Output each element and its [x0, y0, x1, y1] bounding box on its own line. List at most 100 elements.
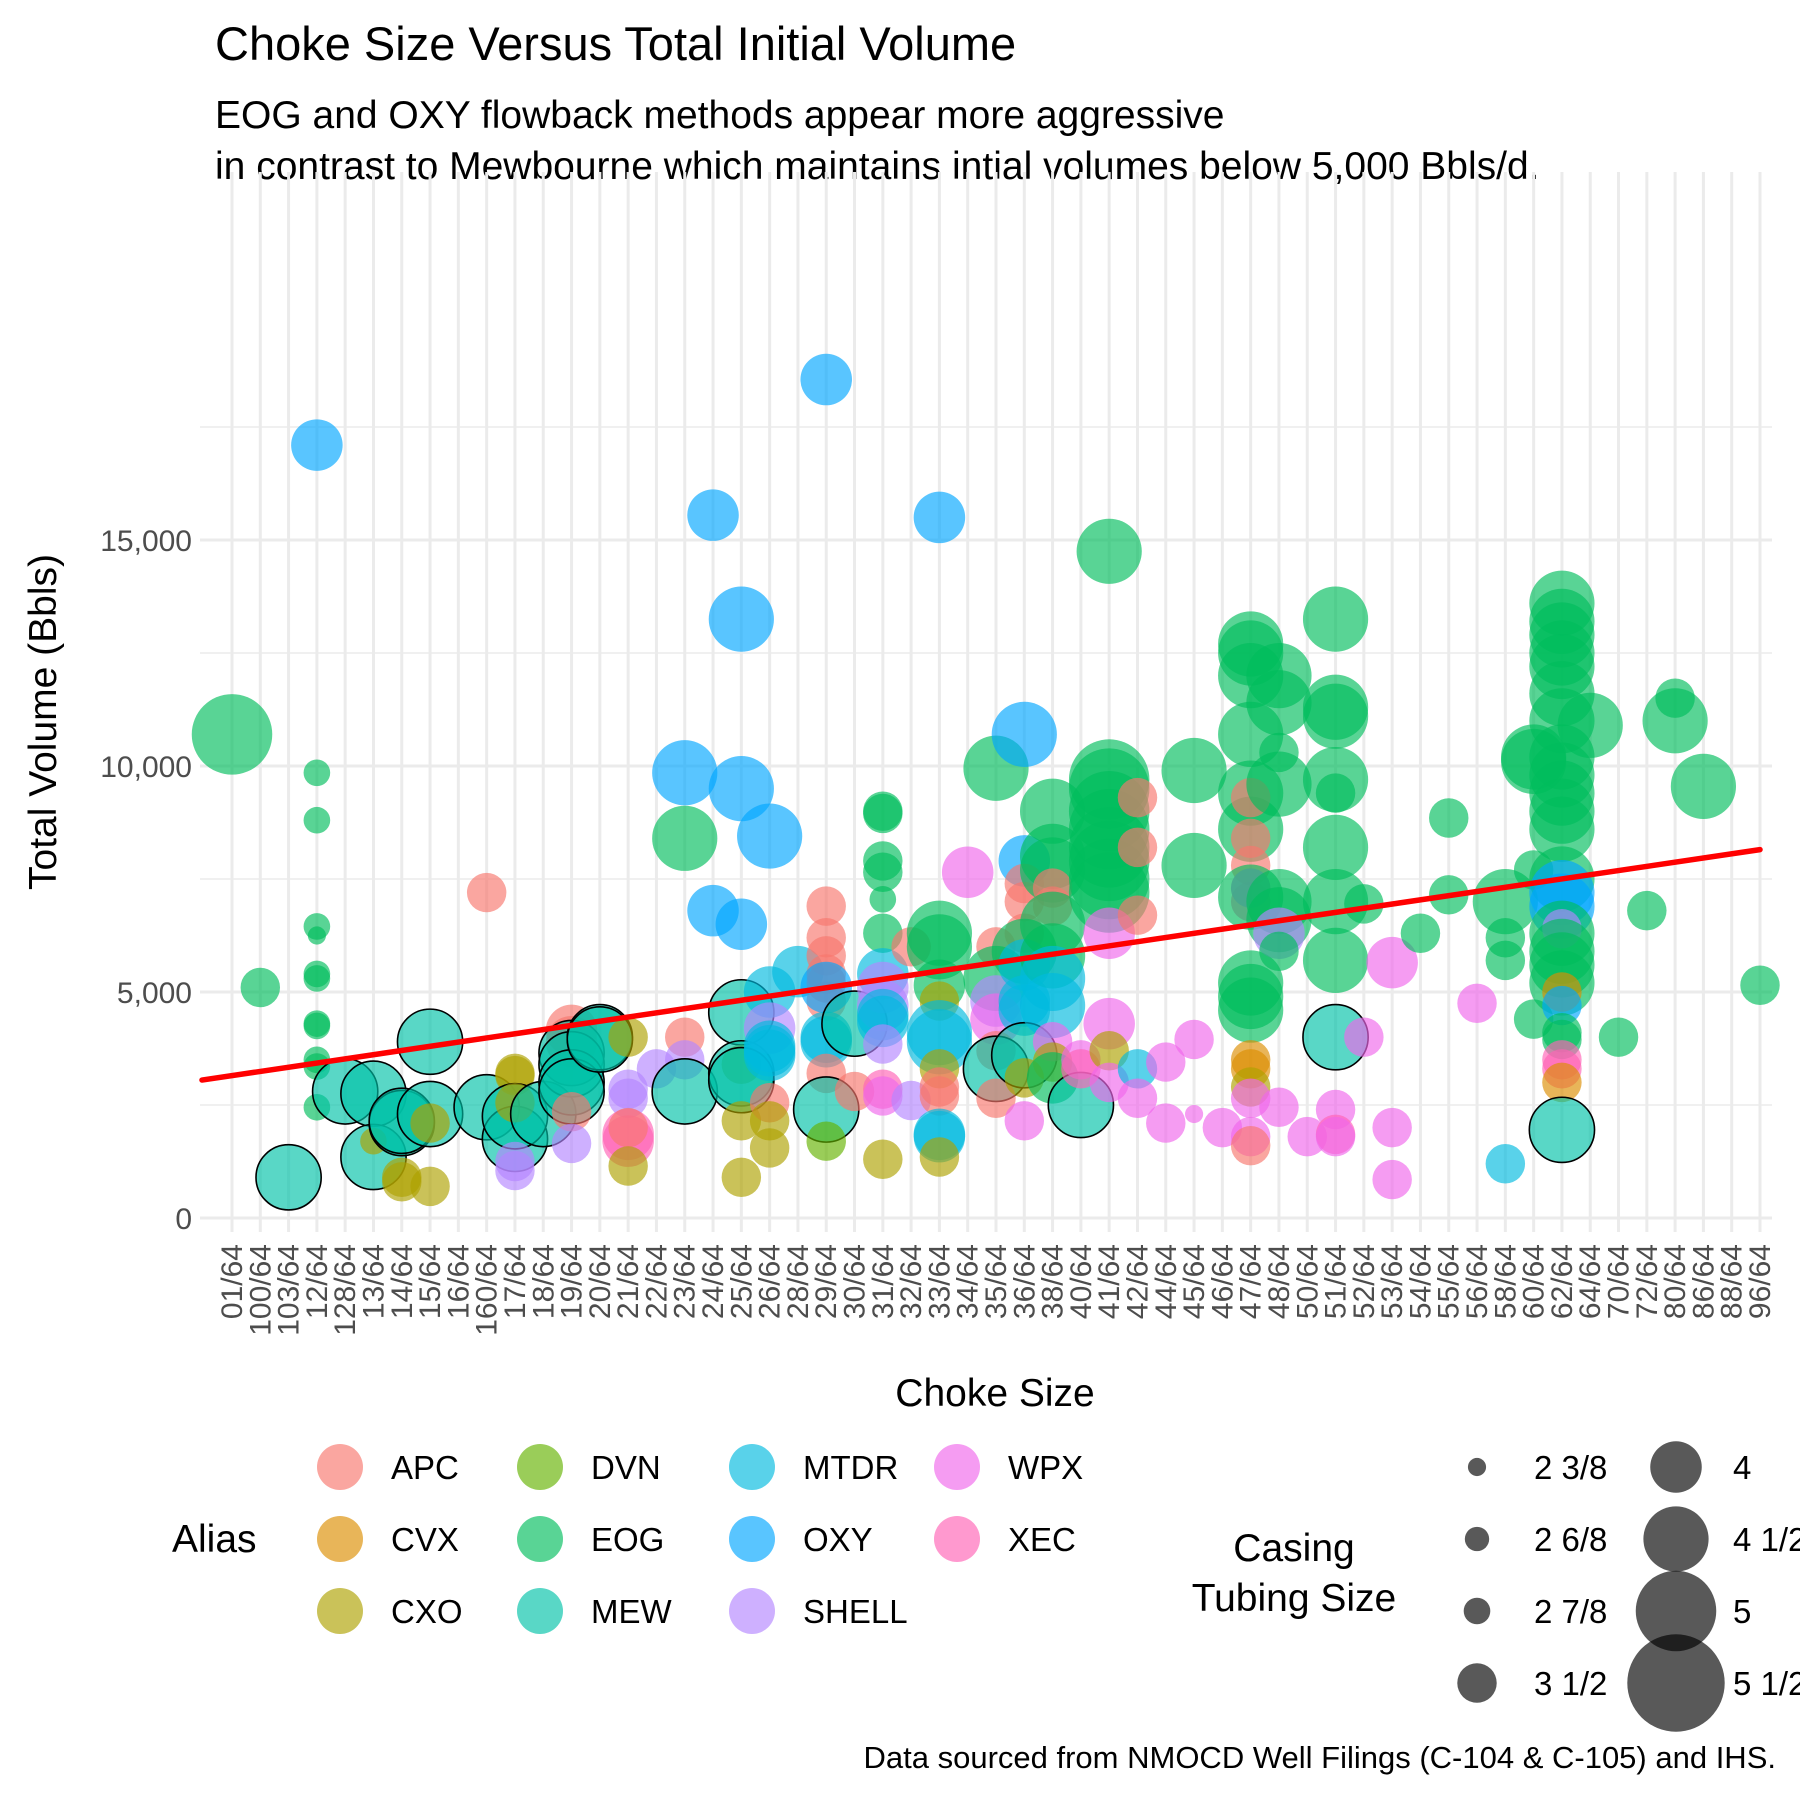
x-tick-label: 103/64: [273, 1244, 306, 1336]
alias-legend-key: [317, 1516, 363, 1562]
data-point: [1004, 1101, 1045, 1141]
data-point: [1184, 1104, 1204, 1124]
alias-legend-label: APC: [391, 1449, 459, 1486]
x-tick-label: 34/64: [952, 1244, 985, 1319]
alias-legend-key: [517, 1588, 563, 1634]
data-point: [806, 886, 846, 926]
data-point: [1400, 913, 1441, 953]
trend-line-layer: [199, 846, 1763, 1083]
x-tick-label: 28/64: [782, 1244, 815, 1319]
chart-title: Choke Size Versus Total Initial Volume: [215, 17, 1016, 70]
data-point: [652, 740, 718, 806]
data-point: [1089, 1031, 1129, 1071]
data-point: [715, 898, 768, 950]
data-point: [1230, 818, 1271, 859]
alias-legend-key: [517, 1516, 563, 1562]
size-legend-key: [1635, 1570, 1717, 1652]
size-legend-key: [1643, 1506, 1709, 1572]
x-tick-label: 36/64: [1008, 1244, 1041, 1319]
x-tick-label: 72/64: [1631, 1244, 1664, 1319]
y-axis-ticks: 0 5,000 10,000 15,000: [100, 525, 192, 1236]
data-point: [1117, 827, 1158, 868]
data-point: [800, 353, 852, 406]
x-tick-label: 35/64: [980, 1244, 1013, 1319]
alias-legend-label: CXO: [391, 1593, 463, 1630]
size-legend-title-line-2: Tubing Size: [1192, 1577, 1397, 1620]
x-tick-label: 25/64: [725, 1244, 758, 1319]
x-tick-label: 22/64: [640, 1244, 673, 1319]
x-tick-label: 20/64: [584, 1244, 617, 1319]
data-point: [303, 759, 331, 787]
x-axis-label: Choke Size: [895, 1372, 1094, 1415]
data-point: [1344, 884, 1384, 924]
data-point: [1429, 798, 1469, 838]
x-tick-label: 45/64: [1178, 1244, 1211, 1319]
alias-legend-title: Alias: [172, 1518, 257, 1561]
data-point: [721, 1157, 762, 1198]
x-tick-label: 64/64: [1574, 1244, 1607, 1319]
x-tick-label: 31/64: [867, 1244, 900, 1319]
data-point: [1542, 985, 1582, 1026]
size-legend-title-line-1: Casing: [1233, 1527, 1354, 1570]
x-tick-label: 128/64: [329, 1244, 362, 1336]
size-legend-label: 2 3/8: [1534, 1449, 1607, 1486]
data-point: [1598, 1017, 1639, 1057]
x-tick-label: 19/64: [556, 1244, 589, 1319]
size-legend-label: 5 1/2: [1733, 1665, 1800, 1702]
x-tick-label: 47/64: [1235, 1244, 1268, 1319]
x-tick-label: 100/64: [244, 1244, 277, 1336]
x-tick-label: 15/64: [414, 1244, 447, 1319]
x-tick-label: 24/64: [697, 1244, 730, 1319]
data-point: [1366, 936, 1418, 989]
data-point: [1302, 814, 1369, 880]
x-axis-ticks: 01/64100/64103/6412/64128/6413/6414/6415…: [216, 1244, 1777, 1336]
data-point: [1457, 983, 1497, 1024]
data-point: [240, 967, 281, 1008]
x-tick-label: 51/64: [1320, 1244, 1353, 1319]
x-tick-label: 01/64: [216, 1244, 249, 1319]
data-point: [1557, 692, 1623, 758]
data-point: [906, 914, 973, 980]
data-point: [291, 419, 343, 471]
data-point: [608, 1146, 648, 1186]
x-tick-label: 88/64: [1716, 1244, 1749, 1319]
size-legend-label: 2 6/8: [1534, 1521, 1607, 1558]
data-point: [1161, 832, 1227, 899]
data-point: [743, 1029, 796, 1082]
data-point: [1315, 773, 1356, 813]
data-point: [737, 803, 803, 869]
data-point: [466, 872, 507, 913]
x-tick-label: 160/64: [471, 1244, 504, 1336]
data-point: [652, 805, 718, 871]
x-tick-label: 44/64: [1150, 1244, 1183, 1319]
x-tick-label: 46/64: [1206, 1244, 1239, 1319]
data-point: [991, 701, 1057, 767]
x-tick-label: 16/64: [442, 1244, 475, 1319]
trend-line: [199, 846, 1763, 1083]
x-tick-label: 86/64: [1687, 1244, 1720, 1319]
data-point: [863, 1024, 903, 1064]
data-point: [806, 1121, 846, 1161]
alias-legend-label: XEC: [1008, 1521, 1076, 1558]
x-tick-label: 14/64: [386, 1244, 419, 1319]
data-points: [191, 353, 1780, 1211]
alias-legend-key: [517, 1444, 563, 1490]
data-point: [1230, 1125, 1271, 1166]
x-tick-label: 21/64: [612, 1244, 645, 1319]
x-tick-label: 62/64: [1546, 1244, 1579, 1319]
data-point: [191, 694, 273, 775]
y-tick-label: 5,000: [117, 977, 192, 1010]
data-point: [1117, 777, 1158, 818]
data-point: [1315, 1116, 1356, 1157]
alias-legend-label: WPX: [1008, 1449, 1083, 1486]
data-point: [1627, 890, 1667, 931]
data-point: [1146, 1042, 1186, 1082]
data-point: [1259, 931, 1299, 972]
x-tick-label: 55/64: [1433, 1244, 1466, 1319]
x-tick-label: 12/64: [301, 1244, 334, 1319]
data-point: [1019, 972, 1086, 1039]
x-tick-label: 58/64: [1489, 1244, 1522, 1319]
size-legend-key: [1457, 1663, 1497, 1703]
x-tick-label: 40/64: [1065, 1244, 1098, 1319]
data-point: [749, 1128, 790, 1168]
